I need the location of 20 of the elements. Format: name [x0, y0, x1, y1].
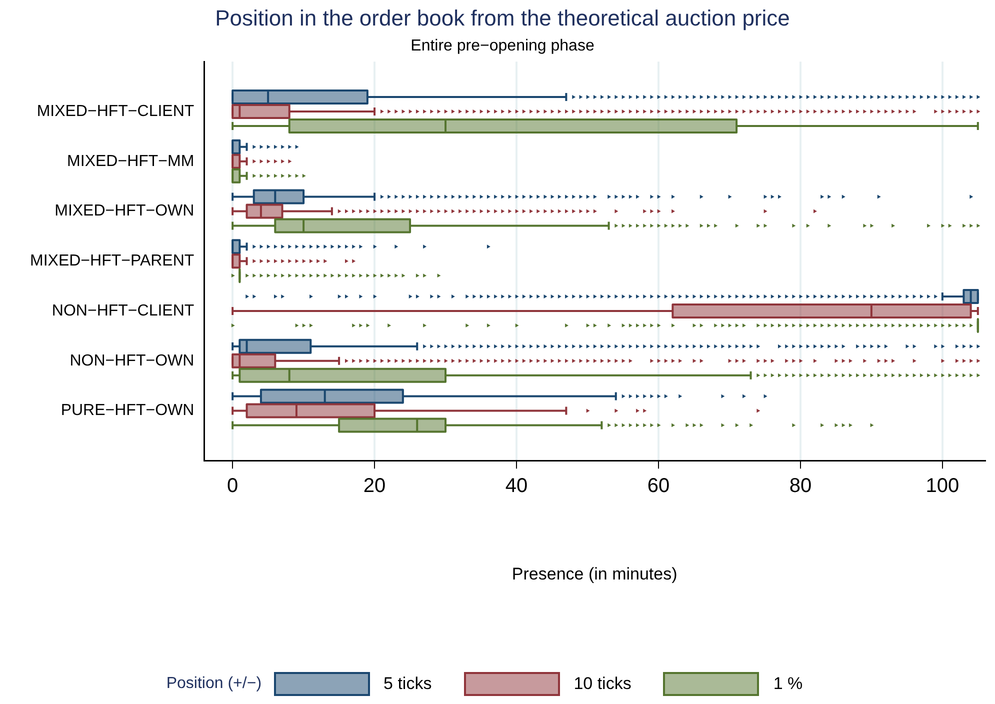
x-tick-label: 40 — [505, 475, 528, 498]
y-tick-label: MIXED−HFT−PARENT — [30, 252, 194, 270]
x-tick-label: 100 — [926, 475, 960, 498]
x-tick-label: 60 — [647, 475, 670, 498]
y-tick-label: NON−HFT−OWN — [70, 352, 194, 370]
y-tick-label: MIXED−HFT−MM — [67, 152, 194, 170]
text: 10 ticks — [574, 674, 632, 694]
x-tick-label: 80 — [789, 475, 812, 498]
x-axis-title: Presence (in minutes) — [512, 564, 678, 584]
y-tick-label: PURE−HFT−OWN — [60, 402, 194, 420]
chart-subtitle: Entire pre−opening phase — [410, 37, 594, 54]
y-tick-label: MIXED−HFT−OWN — [54, 202, 194, 220]
y-tick-label: NON−HFT−CLIENT — [52, 302, 194, 320]
x-tick-label: 20 — [363, 475, 386, 498]
text: 5 ticks — [384, 674, 432, 694]
text: 1 % — [773, 674, 803, 694]
y-tick-label: MIXED−HFT−CLIENT — [36, 102, 194, 120]
chart-title: Position in the order book from the theoretical auction price — [215, 5, 790, 30]
x-tick-label: 0 — [227, 475, 238, 498]
legend-title: Position (+/−) — [166, 675, 262, 693]
